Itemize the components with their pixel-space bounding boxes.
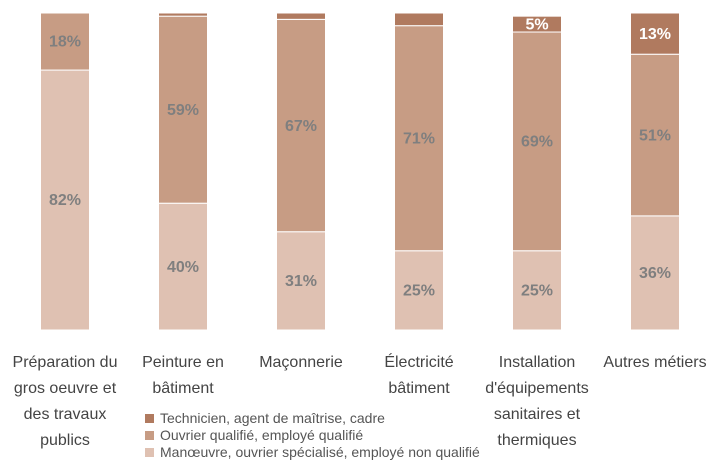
bar-segment	[276, 231, 326, 331]
x-tick-label: Autres métiers	[603, 354, 707, 371]
legend-swatch	[145, 448, 154, 457]
bar-segment	[512, 15, 562, 33]
x-tick-label: Préparation du gros oeuvre et des travau…	[12, 354, 118, 449]
data-label: 5%	[525, 16, 548, 33]
bar-segment	[40, 69, 90, 331]
data-label: 13%	[639, 26, 671, 43]
legend-label: Manœuvre, ouvrier spécialisé, employé no…	[160, 444, 480, 460]
bar-segment	[158, 12, 208, 17]
bar-segment	[630, 215, 680, 331]
legend-item: Manœuvre, ouvrier spécialisé, employé no…	[145, 444, 480, 461]
data-label: 51%	[639, 127, 671, 144]
data-label: 25%	[521, 283, 553, 300]
bar-segment	[40, 12, 90, 71]
x-tick-label: Installation d'équipements sanitaires et…	[485, 354, 589, 449]
bar-segment	[276, 18, 326, 233]
bar-segment	[630, 12, 680, 55]
bar-segment	[158, 202, 208, 331]
data-label: 67%	[285, 118, 317, 135]
legend-item: Ouvrier qualifié, employé qualifié	[145, 427, 480, 444]
legend-item: Technicien, agent de maîtrise, cadre	[145, 410, 480, 427]
data-label: 31%	[285, 273, 317, 290]
data-label: 69%	[521, 134, 553, 151]
x-tick-label: Peinture en bâtiment	[142, 354, 224, 397]
x-tick-label: Électricité bâtiment	[384, 354, 454, 397]
data-label: 82%	[49, 192, 81, 209]
bar-segment	[630, 53, 680, 217]
bar-segment	[394, 250, 444, 331]
bar-segment	[394, 12, 444, 27]
bar-segment	[276, 12, 326, 20]
bar-segment	[394, 25, 444, 252]
data-label: 59%	[167, 102, 199, 119]
bar-segment	[512, 250, 562, 331]
x-tick-label: Maçonnerie	[259, 354, 343, 371]
legend-swatch	[145, 414, 154, 423]
legend-label: Technicien, agent de maîtrise, cadre	[160, 410, 385, 426]
data-label: 18%	[49, 34, 81, 51]
legend-label: Ouvrier qualifié, employé qualifié	[160, 427, 364, 443]
legend: Technicien, agent de maîtrise, cadre Ouvr…	[145, 410, 480, 461]
data-label: 40%	[167, 259, 199, 276]
data-label: 25%	[403, 283, 435, 300]
legend-swatch	[145, 431, 154, 440]
data-label: 36%	[639, 265, 671, 282]
data-label: 71%	[403, 130, 435, 147]
